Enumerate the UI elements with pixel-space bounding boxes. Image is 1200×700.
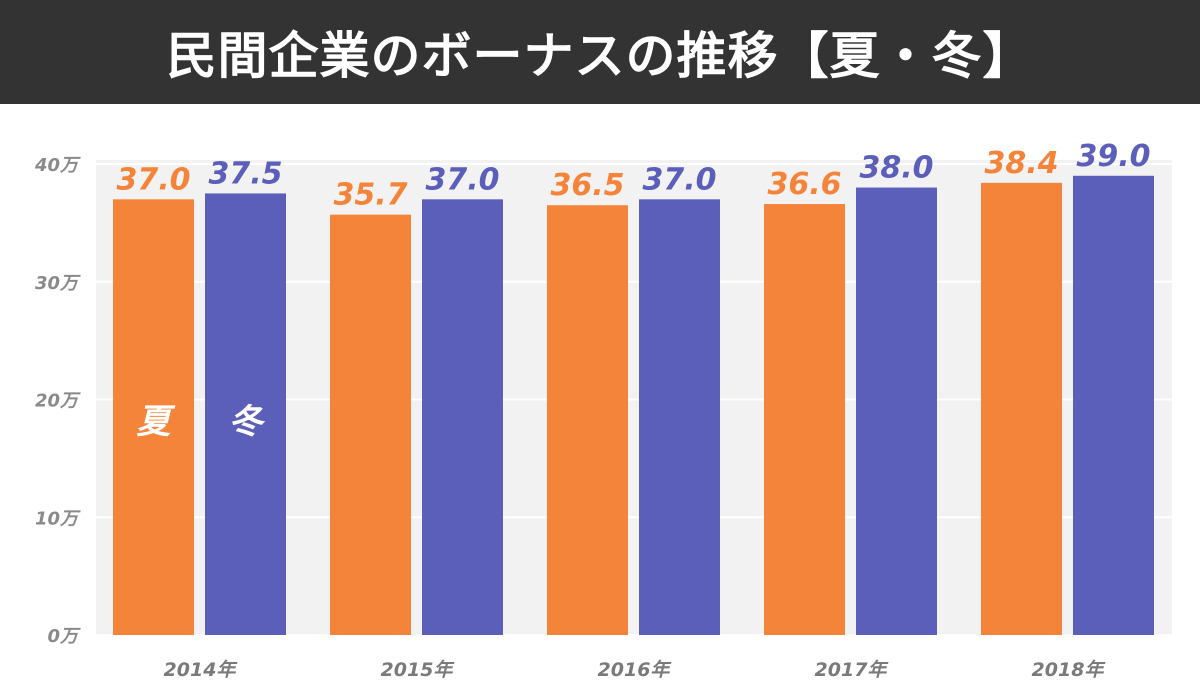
data-label: 38.0 xyxy=(859,151,933,186)
x-tick-label: 2015年 xyxy=(381,659,456,681)
x-tick-label: 2016年 xyxy=(598,659,673,681)
bar-summer xyxy=(113,199,194,635)
bar-summer xyxy=(764,204,845,635)
bar-winter xyxy=(1073,175,1154,635)
y-tick-label: 40万 xyxy=(34,155,81,176)
x-axis-ticks: 2014年 2015年 2016年 2017年 2018年 xyxy=(164,659,1107,681)
bar-winter xyxy=(422,199,503,635)
bar-winter xyxy=(639,199,720,635)
data-labels: 37.0 37.5 35.7 37.0 36.5 37.0 36.6 38.0 38.4 39.0 xyxy=(116,139,1150,213)
title-bar: 民間企業のボーナスの推移【夏・冬】 xyxy=(0,0,1200,104)
data-label: 37.0 xyxy=(116,162,190,197)
bar-summer xyxy=(330,214,411,635)
data-label: 37.0 xyxy=(642,162,716,197)
y-tick-label: 0万 xyxy=(47,626,81,647)
series-inline-labels: 夏冬 xyxy=(137,402,266,442)
y-tick-label: 20万 xyxy=(35,391,81,412)
chart-title: 民間企業のボーナスの推移【夏・冬】 xyxy=(166,27,1034,85)
data-label: 37.0 xyxy=(425,162,499,197)
data-label: 38.4 xyxy=(984,146,1058,181)
data-label: 39.0 xyxy=(1076,139,1150,174)
series-label-winter: 冬 xyxy=(229,402,266,442)
bar-summer xyxy=(547,205,628,635)
bar-winter xyxy=(856,187,937,636)
series-label-summer: 夏 xyxy=(137,402,176,442)
bar-winter xyxy=(205,193,286,635)
y-tick-label: 10万 xyxy=(35,508,81,529)
data-label: 35.7 xyxy=(333,178,407,213)
x-tick-label: 2018年 xyxy=(1032,659,1107,681)
y-axis-ticks: 0万 10万 20万 30万 40万 xyxy=(34,155,81,647)
bars xyxy=(113,175,1154,636)
data-label: 36.6 xyxy=(767,167,841,202)
data-label: 36.5 xyxy=(550,168,624,203)
x-tick-label: 2014年 xyxy=(164,659,239,681)
bar-summer xyxy=(981,182,1062,635)
x-tick-label: 2017年 xyxy=(815,659,890,681)
data-label: 37.5 xyxy=(208,156,282,191)
y-tick-label: 30万 xyxy=(35,273,81,294)
